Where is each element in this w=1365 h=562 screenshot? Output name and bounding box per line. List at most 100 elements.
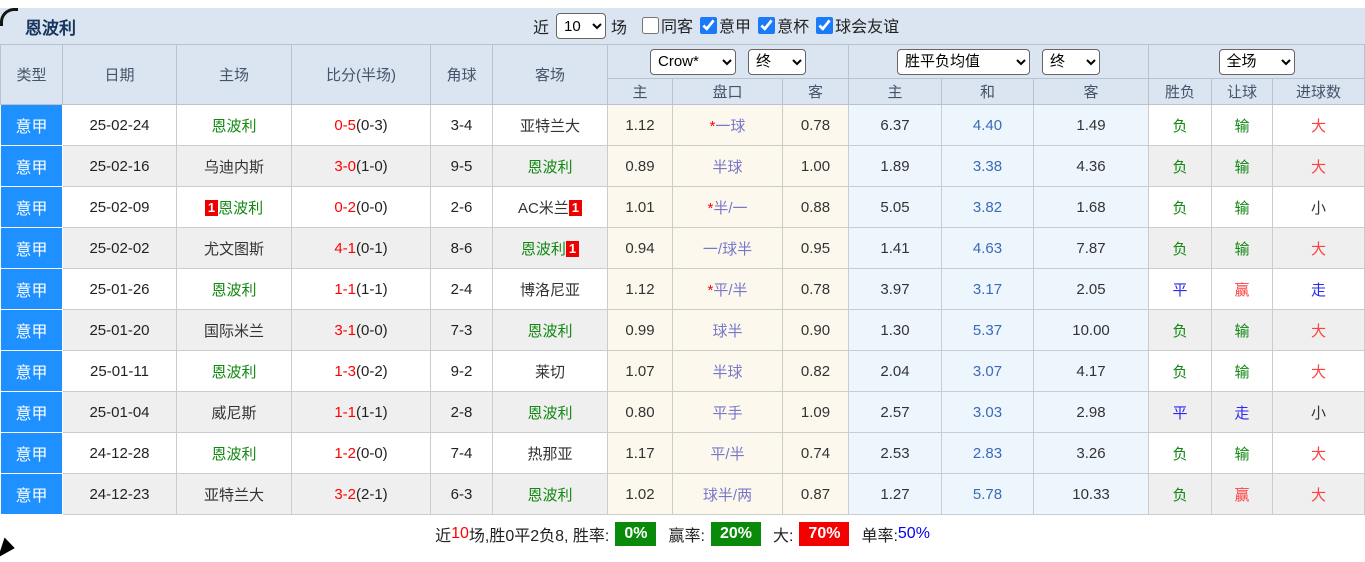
corners-cell: 9-5 [430, 145, 493, 187]
team-name: 恩波利 [211, 363, 257, 381]
team-title: 恩波利 [25, 18, 76, 38]
team-cell-home: 国际米兰 [176, 309, 292, 351]
let-ball-cell: 输 [1211, 309, 1274, 351]
score-halftime: (0-1) [356, 239, 388, 257]
handicap-cell: 球半 [672, 309, 783, 351]
matches-label: 场 [611, 20, 628, 37]
avg-home-cell: 1.30 [848, 309, 943, 351]
score-halftime: (1-1) [356, 280, 388, 298]
handicap-win-label: 赢率: [668, 528, 705, 545]
header-sub-row: 主 盘口 客 主 和 客 胜负 让球 进球数 [1, 78, 1365, 105]
filter-3: 意杯 [758, 13, 809, 37]
filter-checkbox-4[interactable] [816, 16, 834, 34]
result-cell: 平 [1148, 268, 1213, 310]
avg-home-cell: 1.41 [848, 227, 943, 269]
odds-home-cell: 0.89 [607, 145, 673, 187]
result-cell: 负 [1148, 473, 1213, 515]
summary-footer: 近 10 场,胜0平2负8, 胜率: 0% 赢率: 20% 大: 70% 单率: 50… [0, 515, 1365, 553]
col-date: 日期 [62, 44, 177, 105]
avg-type-select[interactable]: 胜平负均值 [897, 48, 1031, 75]
big-goals-badge: 70% [799, 522, 850, 546]
scope-select[interactable]: 全场 [1218, 48, 1295, 75]
avg-away-cell: 2.05 [1033, 268, 1150, 310]
corners-cell: 2-6 [430, 186, 493, 228]
odds-time-select[interactable]: 终 [748, 48, 806, 75]
date-cell: 24-12-28 [62, 432, 177, 474]
handicap-cell: *平/半 [672, 268, 783, 310]
red-card-badge: 1 [204, 199, 219, 216]
score-halftime: (0-3) [356, 116, 388, 134]
matches-table: 类型 日期 主场 比分(半场) 角球 客场 Crow* 终 胜 [0, 44, 1365, 515]
handicap-cell: 平/半 [672, 432, 783, 474]
table-row: 意甲 24-12-23 亚特兰大 3-2(2-1) 6-3 恩波利 1.02 球半/两 0.87… [0, 473, 1365, 515]
team-cell-home: 恩波利 [176, 268, 292, 310]
team-name: 恩波利 [527, 322, 573, 340]
odds-home-cell: 1.12 [607, 104, 673, 146]
avg-draw-cell: 3.07 [941, 350, 1035, 392]
odds-home-cell: 0.80 [607, 391, 673, 433]
team-cell-away: 恩波利 [492, 145, 608, 187]
league-cell: 意甲 [0, 309, 63, 351]
odds-source-select[interactable]: Crow* [650, 48, 736, 75]
team-name: 恩波利 [211, 117, 257, 135]
col-corners: 角球 [430, 44, 493, 105]
handicap-text: 平/半 [713, 281, 748, 299]
handicap-text: 平手 [712, 404, 743, 422]
team-name: 亚特兰大 [203, 486, 264, 504]
avg-home-cell: 2.53 [848, 432, 943, 474]
goals-cell: 小 [1272, 186, 1365, 228]
handicap-star-marker: * [707, 281, 714, 299]
team-name: 恩波利 [527, 158, 573, 176]
title-bar: 恩波利 近 10 场 同客 意甲 意杯 球会友谊 [0, 8, 1365, 44]
handicap-cell: 半球 [672, 350, 783, 392]
score-halftime: (0-0) [356, 321, 388, 339]
let-ball-cell: 赢 [1211, 268, 1274, 310]
avg-draw-cell: 2.83 [941, 432, 1035, 474]
team-name: 热那亚 [527, 445, 573, 463]
date-cell: 24-12-23 [62, 473, 177, 515]
league-cell: 意甲 [0, 432, 63, 474]
team-name: 恩波利 [520, 240, 566, 258]
filter-4: 球会友谊 [816, 13, 899, 37]
team-cell-home: 乌迪内斯 [176, 145, 292, 187]
avg-time-select[interactable]: 终 [1042, 48, 1101, 75]
score-halftime: (0-0) [356, 444, 388, 462]
filter-checkbox-2[interactable] [700, 16, 718, 34]
avg-away-cell: 3.26 [1033, 432, 1150, 474]
filter-checkbox-3[interactable] [758, 16, 776, 34]
date-cell: 25-02-16 [62, 145, 177, 187]
filter-checkbox-1[interactable] [642, 16, 660, 34]
near-count-select[interactable]: 10 [556, 13, 607, 39]
league-cell: 意甲 [0, 268, 63, 310]
table-row: 意甲 25-01-20 国际米兰 3-1(0-0) 7-3 恩波利 0.99 球半 0.90 1.… [0, 309, 1365, 351]
avg-draw-cell: 3.03 [941, 391, 1035, 433]
team-cell-away: AC米兰 1 [492, 186, 608, 228]
footer-summary: 场,胜0平2负8, 胜率: [468, 528, 610, 545]
team-name: 恩波利 [211, 281, 257, 299]
team-cell-away: 恩波利 [492, 309, 608, 351]
handicap-cell: 半球 [672, 145, 783, 187]
goals-cell: 大 [1272, 227, 1365, 269]
score-fulltime: 1-2 [334, 444, 356, 462]
team-cell-home: 恩波利 [176, 350, 292, 392]
odds-home-cell: 1.12 [607, 268, 673, 310]
let-ball-cell: 输 [1211, 145, 1274, 187]
filter-label: 同客 [661, 19, 694, 37]
goals-cell: 大 [1272, 432, 1365, 474]
score-fulltime: 3-0 [334, 157, 356, 175]
avg-away-cell: 7.87 [1033, 227, 1150, 269]
table-row: 意甲 25-01-04 威尼斯 1-1(1-1) 2-8 恩波利 0.80 平手 1.09 2.5… [0, 391, 1365, 433]
win-rate-badge: 0% [615, 522, 657, 546]
result-cell: 负 [1148, 104, 1213, 146]
team-name: 尤文图斯 [203, 240, 264, 258]
footer-prefix: 近 [435, 528, 452, 545]
big-goals-label: 大: [772, 528, 794, 545]
avg-draw-cell: 5.37 [941, 309, 1035, 351]
team-name: 恩波利 [527, 486, 573, 504]
league-cell: 意甲 [0, 473, 63, 515]
team-name: 乌迪内斯 [203, 158, 264, 176]
avg-away-cell: 4.36 [1033, 145, 1150, 187]
odds-home-cell: 0.94 [607, 227, 673, 269]
team-cell-away: 恩波利 1 [492, 227, 608, 269]
red-card-badge: 1 [565, 240, 580, 257]
